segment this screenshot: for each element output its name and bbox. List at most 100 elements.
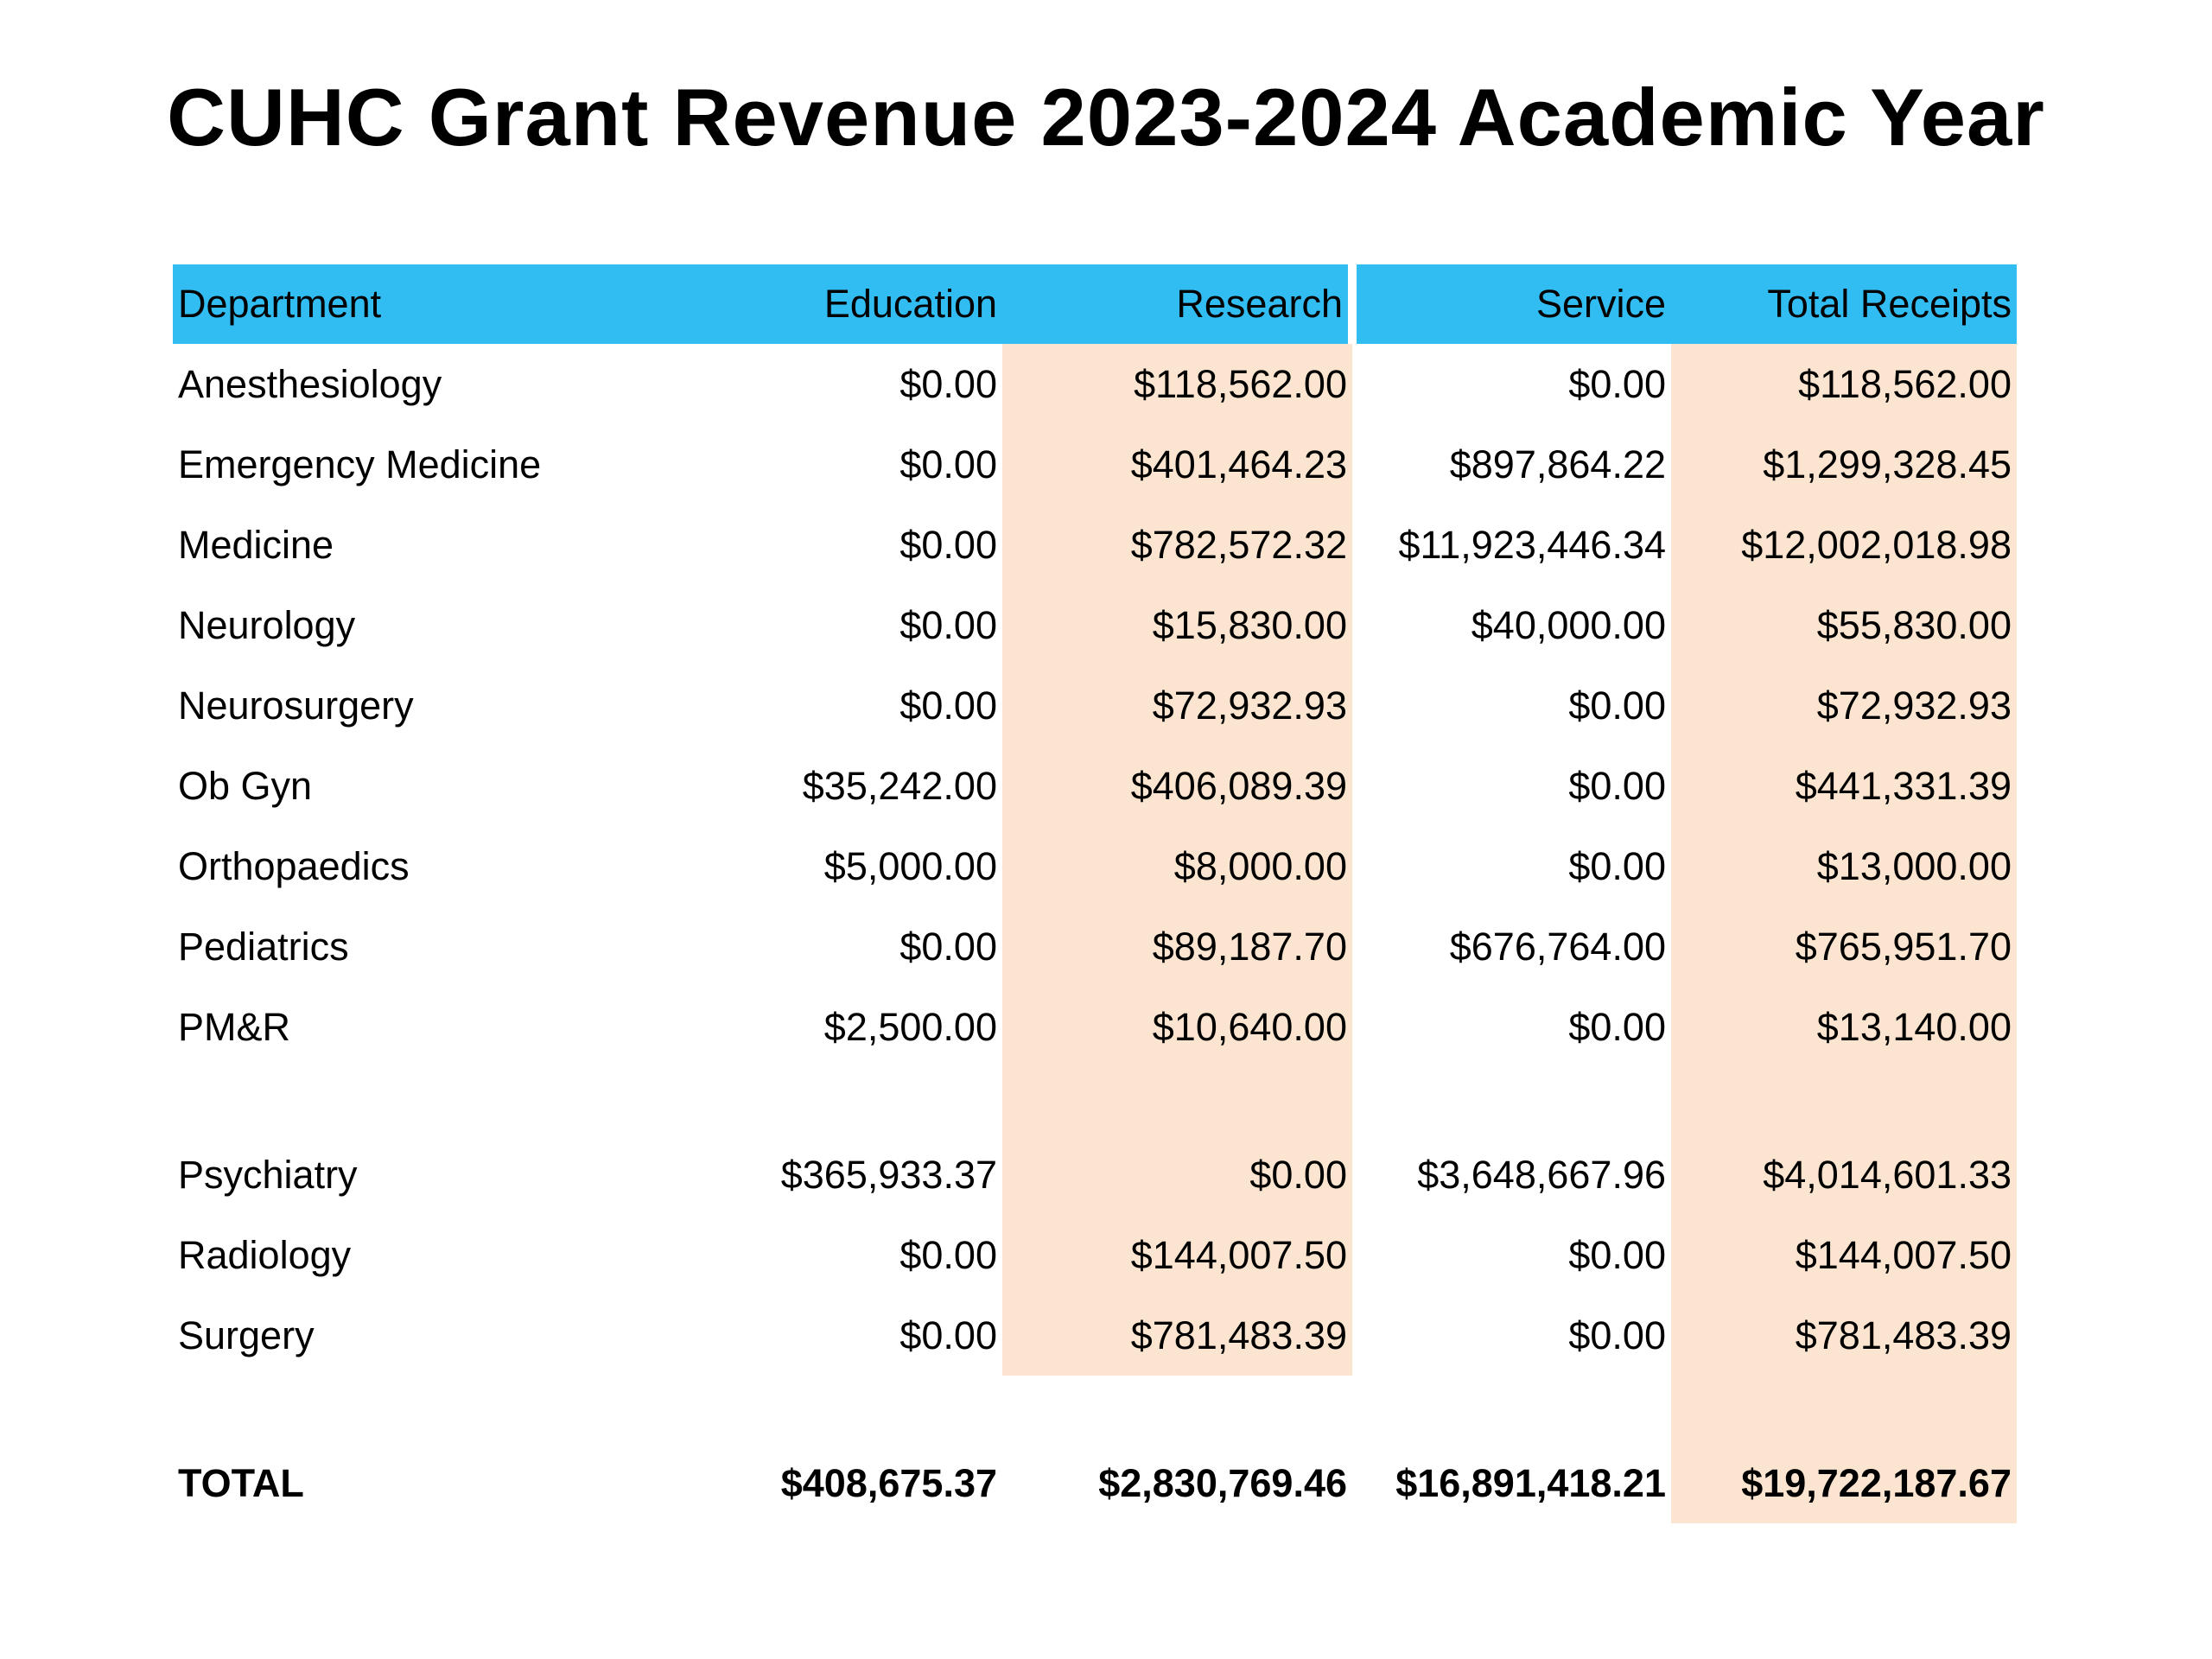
service-cell: $3,648,667.96 [1352,1135,1671,1215]
department-cell: Radiology [173,1215,723,1295]
total-receipts-cell: $13,140.00 [1671,987,2017,1067]
service-cell: $676,764.00 [1352,906,1671,987]
total-receipts-cell: $12,002,018.98 [1671,505,2017,585]
research-cell: $8,000.00 [1002,826,1352,906]
service-cell [1352,1376,1671,1443]
column-header-research: Research [1002,264,1357,344]
total-receipts-cell: $441,331.39 [1671,746,2017,826]
table-body: Anesthesiology $0.00 $118,562.00 $0.00 $118,… [173,344,2017,1523]
service-cell: $0.00 [1352,746,1671,826]
research-cell: $15,830.00 [1002,585,1352,665]
table-row: Radiology $0.00 $144,007.50 $0.00 $144,007.5… [173,1215,2017,1295]
total-receipts-cell: $19,722,187.67 [1671,1443,2017,1523]
table-row: PM&R $2,500.00 $10,640.00 $0.00 $13,140.00 [173,987,2017,1067]
service-cell [1352,1067,1671,1135]
service-cell: $0.00 [1352,987,1671,1067]
education-cell [723,1376,1002,1443]
education-cell: $408,675.37 [723,1443,1002,1523]
research-cell: $781,483.39 [1002,1295,1352,1376]
total-receipts-cell [1671,1067,2017,1135]
table-row: Medicine $0.00 $782,572.32 $11,923,446.34 $1… [173,505,2017,585]
research-cell: $144,007.50 [1002,1215,1352,1295]
table-row: Emergency Medicine $0.00 $401,464.23 $897,8… [173,424,2017,505]
service-cell: $897,864.22 [1352,424,1671,505]
department-cell [173,1376,723,1443]
research-cell: $406,089.39 [1002,746,1352,826]
total-receipts-cell: $55,830.00 [1671,585,2017,665]
total-receipts-cell: $4,014,601.33 [1671,1135,2017,1215]
research-cell: $118,562.00 [1002,344,1352,424]
department-cell: Surgery [173,1295,723,1376]
department-cell: PM&R [173,987,723,1067]
total-receipts-cell: $1,299,328.45 [1671,424,2017,505]
spacer-row [173,1067,2017,1135]
department-cell [173,1067,723,1135]
education-cell: $365,933.37 [723,1135,1002,1215]
total-row: TOTAL $408,675.37 $2,830,769.46 $16,891,418… [173,1443,2017,1523]
research-cell: $72,932.93 [1002,665,1352,746]
column-header-department: Department [173,264,723,344]
education-cell: $35,242.00 [723,746,1002,826]
service-cell: $11,923,446.34 [1352,505,1671,585]
service-cell: $40,000.00 [1352,585,1671,665]
table-row: Neurology $0.00 $15,830.00 $40,000.00 $55,83… [173,585,2017,665]
total-receipts-cell: $765,951.70 [1671,906,2017,987]
table-row: Ob Gyn $35,242.00 $406,089.39 $0.00 $441,331… [173,746,2017,826]
research-cell: $89,187.70 [1002,906,1352,987]
table-row: Pediatrics $0.00 $89,187.70 $676,764.00 $765… [173,906,2017,987]
education-cell: $0.00 [723,344,1002,424]
page-title: CUHC Grant Revenue 2023-2024 Academic Ye… [167,72,2045,162]
total-receipts-cell [1671,1376,2017,1443]
education-cell: $0.00 [723,585,1002,665]
service-cell: $0.00 [1352,665,1671,746]
department-cell: Anesthesiology [173,344,723,424]
table-row: Neurosurgery $0.00 $72,932.93 $0.00 $72,932.… [173,665,2017,746]
education-cell: $0.00 [723,505,1002,585]
research-cell: $401,464.23 [1002,424,1352,505]
department-cell: Pediatrics [173,906,723,987]
service-cell: $0.00 [1352,826,1671,906]
total-receipts-cell: $13,000.00 [1671,826,2017,906]
total-receipts-cell: $781,483.39 [1671,1295,2017,1376]
total-receipts-cell: $72,932.93 [1671,665,2017,746]
department-cell: Orthopaedics [173,826,723,906]
service-cell: $0.00 [1352,1215,1671,1295]
table-header: Department Education Research Service To… [173,264,2017,344]
department-cell: Medicine [173,505,723,585]
column-header-service: Service [1352,264,1671,344]
department-cell: Neurology [173,585,723,665]
table-row: Surgery $0.00 $781,483.39 $0.00 $781,483.39 [173,1295,2017,1376]
department-cell: TOTAL [173,1443,723,1523]
research-cell [1002,1067,1352,1135]
table-row: Orthopaedics $5,000.00 $8,000.00 $0.00 $13,0… [173,826,2017,906]
department-cell: Neurosurgery [173,665,723,746]
research-cell: $2,830,769.46 [1002,1443,1352,1523]
total-receipts-cell: $144,007.50 [1671,1215,2017,1295]
education-cell [723,1067,1002,1135]
department-cell: Psychiatry [173,1135,723,1215]
education-cell: $0.00 [723,665,1002,746]
education-cell: $0.00 [723,906,1002,987]
table-row: Anesthesiology $0.00 $118,562.00 $0.00 $118,… [173,344,2017,424]
research-cell: $0.00 [1002,1135,1352,1215]
education-cell: $0.00 [723,1295,1002,1376]
service-cell: $0.00 [1352,1295,1671,1376]
spacer-row [173,1376,2017,1443]
research-cell [1002,1376,1352,1443]
research-cell: $782,572.32 [1002,505,1352,585]
grant-revenue-table: Department Education Research Service To… [173,264,2017,1523]
education-cell: $5,000.00 [723,826,1002,906]
service-cell: $0.00 [1352,344,1671,424]
total-receipts-cell: $118,562.00 [1671,344,2017,424]
column-header-education: Education [723,264,1002,344]
table-row: Psychiatry $365,933.37 $0.00 $3,648,667.96 $… [173,1135,2017,1215]
column-header-total-receipts: Total Receipts [1671,264,2017,344]
education-cell: $2,500.00 [723,987,1002,1067]
service-cell: $16,891,418.21 [1352,1443,1671,1523]
education-cell: $0.00 [723,1215,1002,1295]
header-row: Department Education Research Service To… [173,264,2017,344]
department-cell: Ob Gyn [173,746,723,826]
department-cell: Emergency Medicine [173,424,723,505]
education-cell: $0.00 [723,424,1002,505]
